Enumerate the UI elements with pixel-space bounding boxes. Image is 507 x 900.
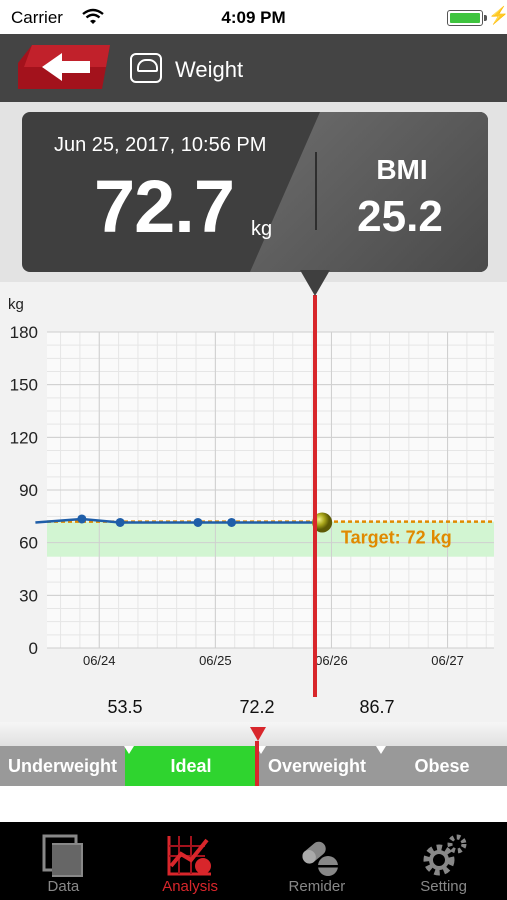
cursor-pointer-icon (300, 270, 330, 296)
tab-setting-label: Setting (420, 878, 467, 895)
clock: 4:09 PM (221, 8, 286, 27)
bmi-scale: Underweight Ideal Overweight Obese (0, 746, 507, 786)
selected-data-point (312, 512, 333, 533)
tab-reminder-label: Remider (288, 878, 346, 895)
y-tick-label: 120 (10, 428, 38, 447)
bmi-segment-obese: Obese (376, 746, 507, 786)
bmi-scale-track (0, 722, 507, 746)
reading-panel: Jun 25, 2017, 10:56 PM 72.7 kg BMI 25.2 (0, 102, 507, 282)
gear-icon (423, 834, 467, 876)
y-tick-label: 0 (29, 639, 38, 658)
target-label: Target: 72 kg (341, 528, 452, 548)
bmi-label: BMI (376, 154, 428, 185)
bmi-value: 25.2 (357, 192, 443, 241)
bmi-marker-icon (250, 727, 266, 741)
reading-date: Jun 25, 2017, 10:56 PM (54, 134, 267, 156)
page-title: Weight (175, 57, 244, 82)
y-tick-label: 150 (10, 376, 38, 395)
y-axis-label: kg (8, 296, 24, 313)
carrier-label: Carrier (11, 8, 63, 27)
scale-icon (130, 53, 162, 83)
weight-unit: kg (251, 218, 273, 240)
x-tick-label: 06/24 (83, 653, 116, 668)
data-icon (42, 834, 84, 877)
back-button[interactable] (18, 45, 110, 89)
y-tick-label: 90 (19, 481, 38, 500)
tab-data-label: Data (47, 878, 80, 895)
ideal-band (47, 521, 494, 557)
status-bar: Carrier 4:09 PM ⚡ (0, 0, 507, 34)
weight-value: 72.7 (94, 165, 235, 248)
data-point (115, 517, 125, 527)
tab-analysis[interactable]: Analysis (127, 822, 254, 900)
bmi-threshold-low: 53.5 (107, 697, 143, 717)
weight-chart[interactable]: 180 150 120 90 60 30 0 06/24 06/25 06/26 06/27 kg Ta… (0, 282, 507, 722)
reading-card: Jun 25, 2017, 10:56 PM 72.7 kg BMI 25.2 (22, 112, 488, 272)
y-tick-label: 30 (19, 586, 38, 605)
charging-icon: ⚡ (488, 6, 507, 25)
bmi-segment-ideal: Ideal (124, 746, 257, 786)
y-tick-label: 180 (10, 323, 38, 342)
tab-analysis-label: Analysis (162, 878, 219, 895)
tab-reminder[interactable]: Remider (254, 822, 381, 900)
bmi-segment-overweight: Overweight (256, 746, 377, 786)
tab-data[interactable]: Data (0, 822, 127, 900)
tab-setting[interactable]: Setting (380, 822, 507, 900)
x-tick-label: 06/26 (315, 653, 348, 668)
x-tick-label: 06/27 (431, 653, 464, 668)
data-point (227, 517, 237, 527)
wifi-icon (82, 8, 104, 24)
pill-icon (302, 841, 338, 876)
y-tick-label: 60 (19, 534, 38, 553)
nav-header: Weight (0, 34, 507, 102)
weight-series-line (35, 517, 323, 524)
analysis-icon (167, 836, 212, 876)
bmi-segment-underweight: Underweight (7, 755, 117, 776)
bmi-threshold-high: 86.7 (359, 697, 395, 717)
x-tick-label: 06/25 (199, 653, 232, 668)
data-point (193, 517, 203, 527)
data-point (77, 514, 87, 524)
battery-icon (447, 10, 487, 26)
bmi-indicator-line (255, 741, 259, 786)
tab-bar: Data Analysis Remider (0, 822, 507, 900)
selection-cursor[interactable] (313, 295, 317, 697)
bmi-threshold-mid: 72.2 (239, 697, 275, 717)
